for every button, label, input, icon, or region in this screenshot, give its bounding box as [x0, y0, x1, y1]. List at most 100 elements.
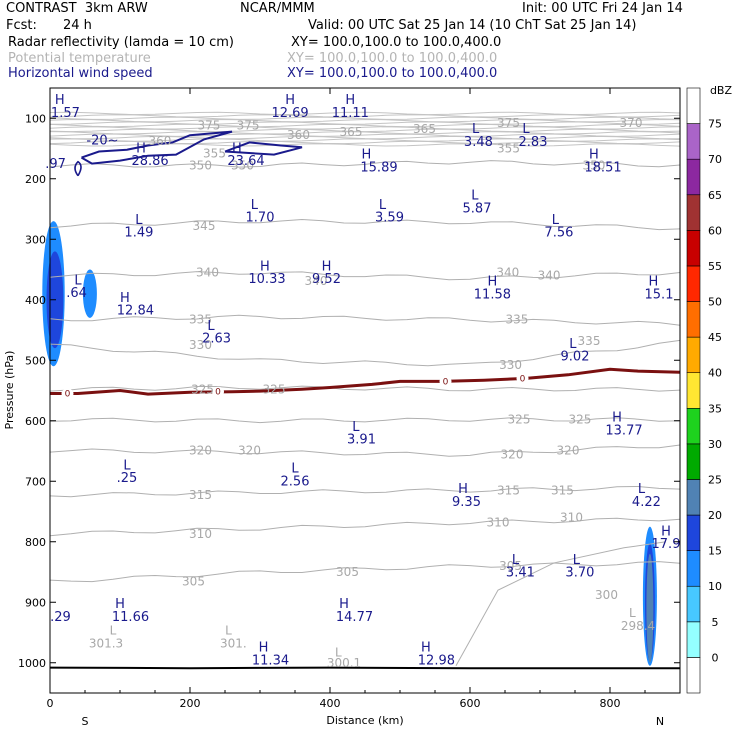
theta-contour-300: [455, 541, 667, 667]
theta-extremum-label: 298.4: [621, 619, 655, 633]
freezing-level-contour: [50, 367, 681, 396]
theta-extremum-label: L: [335, 645, 342, 659]
freezing-label-bg: [439, 376, 452, 387]
theta-label: 300: [595, 588, 618, 602]
colorbar-level-label: 5: [712, 616, 719, 629]
x-tick-label: 400: [320, 697, 341, 710]
reflectivity-cell: [646, 553, 654, 663]
wind-label: L: [207, 319, 215, 334]
theta-label: 350: [231, 158, 254, 172]
wind-label: L: [251, 198, 259, 213]
freezing-label-bg: [516, 373, 529, 384]
theta-contour: [49, 218, 681, 231]
wind-label: H: [488, 275, 498, 290]
wind-label: L: [522, 122, 530, 137]
colorbar-level-label: 60: [708, 224, 722, 237]
theta-label: 365: [340, 125, 363, 139]
y-axis-title: Pressure (hPa): [3, 351, 16, 430]
colorbar-swatch: [686, 585, 701, 623]
theta-contour: [49, 517, 681, 537]
theta-contour: [49, 485, 681, 498]
wind-label: 28.86: [131, 154, 168, 169]
wind-label: 14.77: [336, 610, 373, 625]
theta-label: 315: [189, 488, 212, 502]
colorbar-swatch: [686, 265, 701, 302]
wind-label: 7.56: [544, 226, 573, 241]
y-tick-label: 300: [25, 233, 46, 246]
theta-label: 325: [191, 382, 214, 396]
colorbar-level-label: 65: [708, 189, 722, 202]
theta-label: 305: [499, 559, 522, 573]
wind-label: 3.41: [506, 566, 535, 581]
wind-label: H: [421, 641, 431, 656]
wind-label: H: [259, 641, 269, 656]
theta-extremum-label: 301.: [220, 636, 247, 650]
colorbar-level-label: 55: [708, 260, 722, 273]
freezing-level-label: 0: [215, 388, 221, 398]
wind-label: L: [512, 553, 520, 568]
wind-label: L: [472, 122, 480, 137]
colorbar-swatch: [686, 621, 701, 658]
theta-label: 345: [193, 219, 216, 233]
y-tick-label: 400: [25, 294, 46, 307]
x-tick-label: 600: [460, 697, 481, 710]
theta-contour: [49, 417, 681, 424]
theta-extremum-label: 300.1: [327, 656, 361, 670]
x-end-label-north: N: [656, 715, 664, 728]
colorbar-level-label: 20: [708, 509, 722, 522]
colorbar-level-label: 40: [708, 367, 722, 380]
colorbar-swatch: [686, 123, 701, 160]
colorbar-swatch: [686, 479, 701, 516]
freezing-level-label: 0: [520, 374, 526, 384]
wind-label: 13.77: [605, 423, 642, 438]
colorbar-level-label: 45: [708, 331, 722, 344]
wind-label: L: [573, 553, 581, 568]
wind-label: L: [379, 198, 387, 213]
theta-label: 335: [189, 313, 212, 327]
theta-label: 325: [568, 413, 591, 427]
theta-label: 365: [413, 122, 436, 136]
wind-label: L: [291, 462, 299, 477]
header-fcst-value: 24 h: [63, 18, 92, 33]
freezing-label-bg: [212, 386, 224, 397]
theta-label: 360: [148, 134, 171, 148]
freezing-level-label: 0: [443, 377, 449, 387]
colorbar-swatch: [686, 372, 701, 409]
wind-label: 3.91: [347, 433, 376, 448]
wind-label: -20~: [86, 134, 118, 149]
theta-contour: [49, 314, 681, 326]
header-valid: Valid: 00 UTC Sat 25 Jan 14 (10 ChT Sat …: [308, 18, 637, 33]
theta-label: 320: [238, 443, 261, 457]
x-axis-title: Distance (km): [326, 714, 403, 727]
wind-label: 3.59: [375, 210, 404, 225]
wind-label: H: [362, 148, 372, 163]
theta-label: 335: [578, 334, 601, 348]
colorbar-level-label: 25: [708, 473, 722, 486]
x-end-label-south: S: [82, 715, 89, 728]
wind-label: 15.89: [360, 160, 397, 175]
theta-label: 310: [189, 527, 212, 541]
y-tick-label: 800: [25, 536, 46, 549]
y-tick-label: 1000: [18, 657, 46, 670]
wind-label: 1.57: [51, 106, 80, 121]
header-init: Init: 00 UTC Fri 24 Jan 14: [522, 1, 683, 16]
y-tick-label: 500: [25, 354, 46, 367]
colorbar-level-label: 70: [708, 153, 722, 166]
wind-label: L: [123, 459, 131, 474]
wind-label: 15.1: [645, 287, 674, 302]
wind-label: 1.70: [246, 210, 275, 225]
colorbar-level-label: 30: [708, 438, 722, 451]
x-tick-label: 200: [180, 697, 201, 710]
wind-label: 3.48: [464, 135, 493, 150]
wind-label: 2.56: [281, 474, 310, 489]
theta-contour-upper: [49, 128, 681, 133]
colorbar-swatch: [686, 158, 701, 196]
theta-contour: [49, 339, 681, 367]
wind-label: L: [638, 482, 646, 497]
theta-contour-upper: [49, 133, 681, 137]
colorbar-swatch: [686, 550, 701, 587]
wind-label: 11.34: [252, 653, 289, 668]
wind-label: 3.70: [565, 566, 594, 581]
theta-label: 310: [560, 511, 583, 525]
header-model: CONTRAST 3km ARW: [6, 1, 148, 16]
